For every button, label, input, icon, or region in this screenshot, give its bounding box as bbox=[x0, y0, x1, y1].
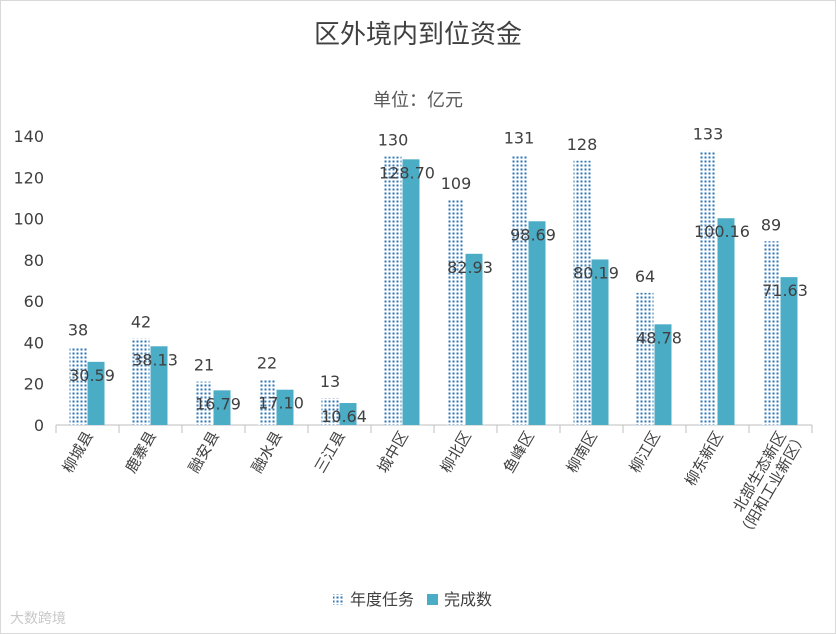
data-label-annual-target: 42 bbox=[131, 312, 151, 331]
chart-subtitle: 单位：亿元 bbox=[373, 90, 463, 111]
data-label-annual-target: 130 bbox=[378, 131, 409, 150]
x-category-label: 柳江区 bbox=[626, 428, 664, 476]
x-category-label-line: 柳东新区 bbox=[681, 428, 727, 489]
bar-annual-target bbox=[636, 292, 654, 425]
legend-swatch-completed bbox=[427, 594, 438, 605]
data-label-completed: 128.70 bbox=[379, 163, 435, 182]
x-category-label-line: 融水县 bbox=[248, 428, 286, 476]
y-tick-label: 0 bbox=[34, 416, 44, 435]
data-label-annual-target: 109 bbox=[441, 174, 472, 193]
bar-completed bbox=[339, 403, 357, 425]
bar-completed bbox=[465, 253, 483, 425]
x-category-label: 柳南区 bbox=[563, 428, 601, 476]
bar-annual-target bbox=[699, 150, 717, 425]
bar-completed bbox=[276, 389, 294, 425]
data-label-annual-target: 13 bbox=[320, 372, 340, 391]
x-category-label: 融水县 bbox=[248, 428, 286, 476]
bar-completed bbox=[150, 346, 168, 425]
legend-label-annual-target: 年度任务 bbox=[350, 590, 414, 609]
data-label-completed: 80.19 bbox=[573, 263, 619, 282]
bar-completed bbox=[213, 390, 231, 425]
data-label-annual-target: 131 bbox=[504, 129, 535, 148]
data-label-completed: 10.64 bbox=[321, 407, 367, 426]
bar-annual-target bbox=[573, 160, 591, 425]
x-category-label: 柳城县 bbox=[59, 428, 97, 476]
x-category-label-line: 融安县 bbox=[185, 428, 223, 476]
x-category-label-line: 城中区 bbox=[374, 428, 412, 476]
bar-completed bbox=[591, 259, 609, 425]
x-category-label: 城中区 bbox=[374, 428, 412, 476]
y-tick-label: 80 bbox=[24, 251, 44, 270]
legend-label-completed: 完成数 bbox=[444, 590, 492, 609]
data-label-completed: 38.13 bbox=[132, 350, 178, 369]
data-label-annual-target: 128 bbox=[567, 135, 598, 154]
x-category-label: 柳北区 bbox=[437, 428, 475, 476]
bar-completed bbox=[717, 218, 735, 425]
bar-annual-target bbox=[132, 338, 150, 425]
x-category-label-line: 鹿寨县 bbox=[122, 428, 160, 476]
data-label-completed: 100.16 bbox=[694, 222, 750, 241]
bar-annual-target bbox=[321, 398, 339, 425]
x-category-label: 柳东新区 bbox=[681, 428, 727, 489]
bar-completed bbox=[87, 361, 105, 425]
bar-annual-target bbox=[384, 156, 402, 425]
data-label-completed: 48.78 bbox=[636, 328, 682, 347]
x-category-label: 鹿寨县 bbox=[122, 428, 160, 476]
data-label-completed: 17.10 bbox=[258, 394, 304, 413]
data-label-annual-target: 38 bbox=[68, 321, 88, 340]
x-category-label: 三江县 bbox=[311, 428, 349, 476]
bar-completed bbox=[654, 324, 672, 425]
data-label-annual-target: 133 bbox=[693, 124, 724, 143]
bar-annual-target bbox=[195, 381, 213, 425]
legend-swatch-annual-target bbox=[333, 594, 344, 605]
x-category-label-line: 柳北区 bbox=[437, 428, 475, 476]
y-tick-label: 20 bbox=[24, 375, 44, 394]
chart-title: 区外境内到位资金 bbox=[313, 20, 522, 50]
data-label-completed: 82.93 bbox=[447, 258, 493, 277]
bar-annual-target bbox=[258, 379, 276, 425]
y-tick-label: 60 bbox=[24, 292, 44, 311]
bar-completed bbox=[780, 277, 798, 425]
x-category-label-line: 鱼峰区 bbox=[500, 428, 538, 476]
y-tick-label: 140 bbox=[13, 127, 44, 146]
bar-annual-target bbox=[69, 346, 87, 425]
data-label-annual-target: 64 bbox=[635, 267, 655, 286]
bar-annual-target bbox=[447, 199, 465, 425]
x-category-label: 融安县 bbox=[185, 428, 223, 476]
bar-annual-target bbox=[510, 154, 528, 426]
data-label-annual-target: 22 bbox=[257, 354, 277, 373]
data-label-completed: 16.79 bbox=[195, 394, 241, 413]
data-label-annual-target: 21 bbox=[194, 356, 214, 375]
x-category-label: 鱼峰区 bbox=[500, 428, 538, 476]
y-tick-label: 40 bbox=[24, 333, 44, 352]
x-category-label-line: 柳城县 bbox=[59, 428, 97, 476]
y-tick-label: 120 bbox=[13, 168, 44, 187]
watermark-logo: 大数跨境 bbox=[10, 611, 66, 627]
data-label-completed: 98.69 bbox=[510, 225, 556, 244]
data-label-completed: 30.59 bbox=[69, 366, 115, 385]
data-label-completed: 71.63 bbox=[762, 281, 808, 300]
bar-annual-target bbox=[762, 241, 780, 425]
bar-completed bbox=[402, 159, 420, 426]
x-category-label-line: 柳江区 bbox=[626, 428, 664, 476]
bar-completed bbox=[528, 221, 546, 425]
x-category-label-line: 三江县 bbox=[311, 428, 349, 476]
data-label-annual-target: 89 bbox=[761, 215, 781, 234]
x-category-label: 北部生态新区（阳和工业新区） bbox=[719, 419, 810, 541]
y-tick-label: 100 bbox=[13, 210, 44, 229]
x-category-label-line: 柳南区 bbox=[563, 428, 601, 476]
